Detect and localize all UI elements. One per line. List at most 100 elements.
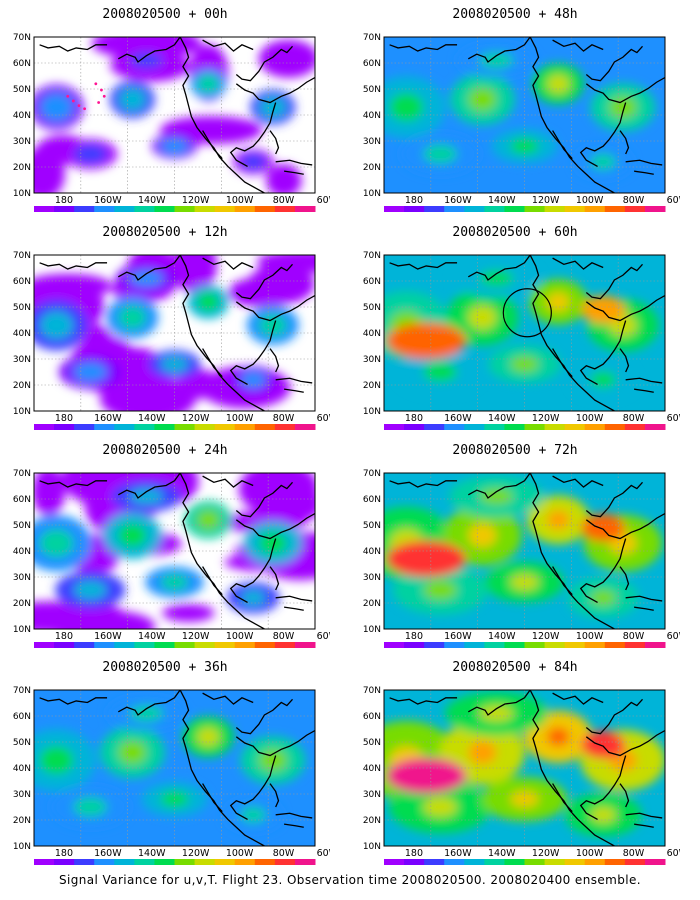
lat-tick-label: 40N — [363, 764, 381, 774]
colorbar-swatch — [584, 859, 606, 865]
lon-tick-label: 80W — [273, 631, 295, 642]
colorbar-swatch — [54, 206, 75, 212]
colorbar-swatch — [254, 206, 276, 212]
colorbar-swatch — [424, 859, 445, 865]
map-panel: 2008020500 + 84h 10N 20N 30N 40N 50N 60N 70N 180… — [350, 660, 680, 865]
lat-tick-label: 10N — [13, 625, 31, 635]
variance-map: 10N 20N 30N 40N 50N 60N 70N 180 160W 140W 120W 100W… — [363, 686, 680, 865]
lon-tick-label: 60W — [667, 413, 680, 424]
colorbar-swatch — [74, 859, 95, 865]
variance-map: 10N 20N 30N 40N 50N 60N 70N 180 160W 140W 120W 100W… — [13, 469, 330, 648]
lon-tick-label: 80W — [623, 413, 645, 424]
lat-tick-label: 50N — [363, 521, 381, 531]
lon-tick-label: 100W — [576, 195, 604, 206]
panel-title: 2008020500 + 36h — [102, 660, 228, 675]
colorbar-swatch — [424, 424, 445, 430]
lon-tick-label: 140W — [488, 195, 516, 206]
lat-tick-label: 50N — [363, 85, 381, 95]
colorbar-swatch — [504, 859, 525, 865]
colorbar-swatch — [404, 642, 425, 648]
colorbar-swatch — [544, 859, 566, 865]
lat-tick-label: 10N — [13, 189, 31, 199]
colorbar-swatch — [404, 206, 425, 212]
lat-tick-label: 40N — [363, 547, 381, 557]
lon-tick-label: 100W — [576, 848, 604, 859]
lon-tick-label: 180 — [55, 195, 73, 206]
lon-tick-label: 160W — [444, 631, 472, 642]
lat-tick-label: 40N — [13, 547, 31, 557]
colorbar-swatch — [624, 206, 646, 212]
colorbar-swatch — [154, 642, 175, 648]
colorbar-swatch — [584, 642, 606, 648]
lon-tick-label: 140W — [138, 631, 166, 642]
colorbar-swatch — [504, 424, 525, 430]
lat-tick-label: 60N — [13, 712, 31, 722]
colorbar-swatch — [564, 424, 586, 430]
lon-tick-label: 60W — [317, 413, 330, 424]
map-panel: 2008020500 + 60h 10N 20N 30N 40N 50N 60N 70N 180… — [350, 225, 680, 430]
map-panel: 2008020500 + 48h 10N 20N 30N 40N 50N 60N 70N 180… — [350, 7, 680, 212]
colorbar-swatch — [154, 424, 175, 430]
colorbar-swatch — [384, 859, 405, 865]
lon-tick-label: 180 — [55, 413, 73, 424]
colorbar-swatch — [544, 206, 566, 212]
panel-title: 2008020500 + 60h — [452, 225, 578, 240]
lat-tick-label: 20N — [363, 163, 381, 173]
lat-tick-label: 10N — [363, 189, 381, 199]
panel-title: 2008020500 + 24h — [102, 443, 228, 458]
lon-tick-label: 140W — [488, 413, 516, 424]
colorbar-swatch — [34, 206, 55, 212]
colorbar-swatch — [294, 642, 316, 648]
colorbar-swatch — [464, 424, 485, 430]
colorbar-swatch — [404, 424, 425, 430]
colorbar-swatch — [34, 859, 55, 865]
colorbar-swatch — [194, 642, 216, 648]
lat-tick-label: 20N — [13, 599, 31, 609]
lat-tick-label: 60N — [13, 277, 31, 287]
panel-title: 2008020500 + 12h — [102, 225, 228, 240]
colorbar-swatch — [174, 642, 196, 648]
colorbar-swatch — [174, 206, 196, 212]
lon-tick-label: 120W — [532, 195, 560, 206]
lat-tick-label: 30N — [13, 137, 31, 147]
lon-tick-label: 100W — [226, 195, 254, 206]
colorbar-swatch — [384, 642, 405, 648]
colorbar-swatch — [544, 642, 566, 648]
colorbar-swatch — [174, 859, 196, 865]
lon-tick-label: 120W — [532, 631, 560, 642]
colorbar-swatch — [74, 206, 95, 212]
colorbar-swatch — [254, 424, 276, 430]
lon-tick-label: 180 — [55, 631, 73, 642]
figure-caption: Signal Variance for u,v,T. Flight 23. Ob… — [59, 873, 641, 887]
colorbar-swatch — [564, 859, 586, 865]
lon-tick-label: 120W — [532, 413, 560, 424]
colorbar-swatch — [604, 206, 626, 212]
lon-tick-label: 140W — [138, 413, 166, 424]
lon-tick-label: 160W — [444, 195, 472, 206]
colorbar-swatch — [564, 206, 586, 212]
map-panel: 2008020500 + 12h 10N 20N 30N 40N 50N 60N 70N 180… — [0, 225, 330, 430]
lat-tick-label: 30N — [363, 355, 381, 365]
lon-tick-label: 80W — [273, 195, 295, 206]
colorbar-swatch — [504, 642, 525, 648]
colorbar-swatch — [464, 642, 485, 648]
lon-tick-label: 180 — [405, 631, 423, 642]
lon-tick-label: 80W — [623, 631, 645, 642]
lat-tick-label: 30N — [13, 573, 31, 583]
colorbar-swatch — [484, 859, 505, 865]
lon-tick-label: 80W — [623, 848, 645, 859]
lat-tick-label: 60N — [363, 495, 381, 505]
lon-tick-label: 100W — [576, 631, 604, 642]
map-panel: 2008020500 + 72h 10N 20N 30N 40N 50N 60N 70N 180… — [350, 443, 680, 648]
colorbar-swatch — [154, 206, 175, 212]
lat-tick-label: 70N — [363, 469, 381, 479]
colorbar-swatch — [444, 206, 465, 212]
lat-tick-label: 40N — [363, 329, 381, 339]
lat-tick-label: 50N — [363, 303, 381, 313]
colorbar-swatch — [604, 642, 626, 648]
lat-tick-label: 20N — [13, 163, 31, 173]
colorbar-swatch — [174, 424, 196, 430]
colorbar-swatch — [114, 642, 135, 648]
colorbar-swatch — [524, 206, 546, 212]
colorbar-swatch — [74, 642, 95, 648]
